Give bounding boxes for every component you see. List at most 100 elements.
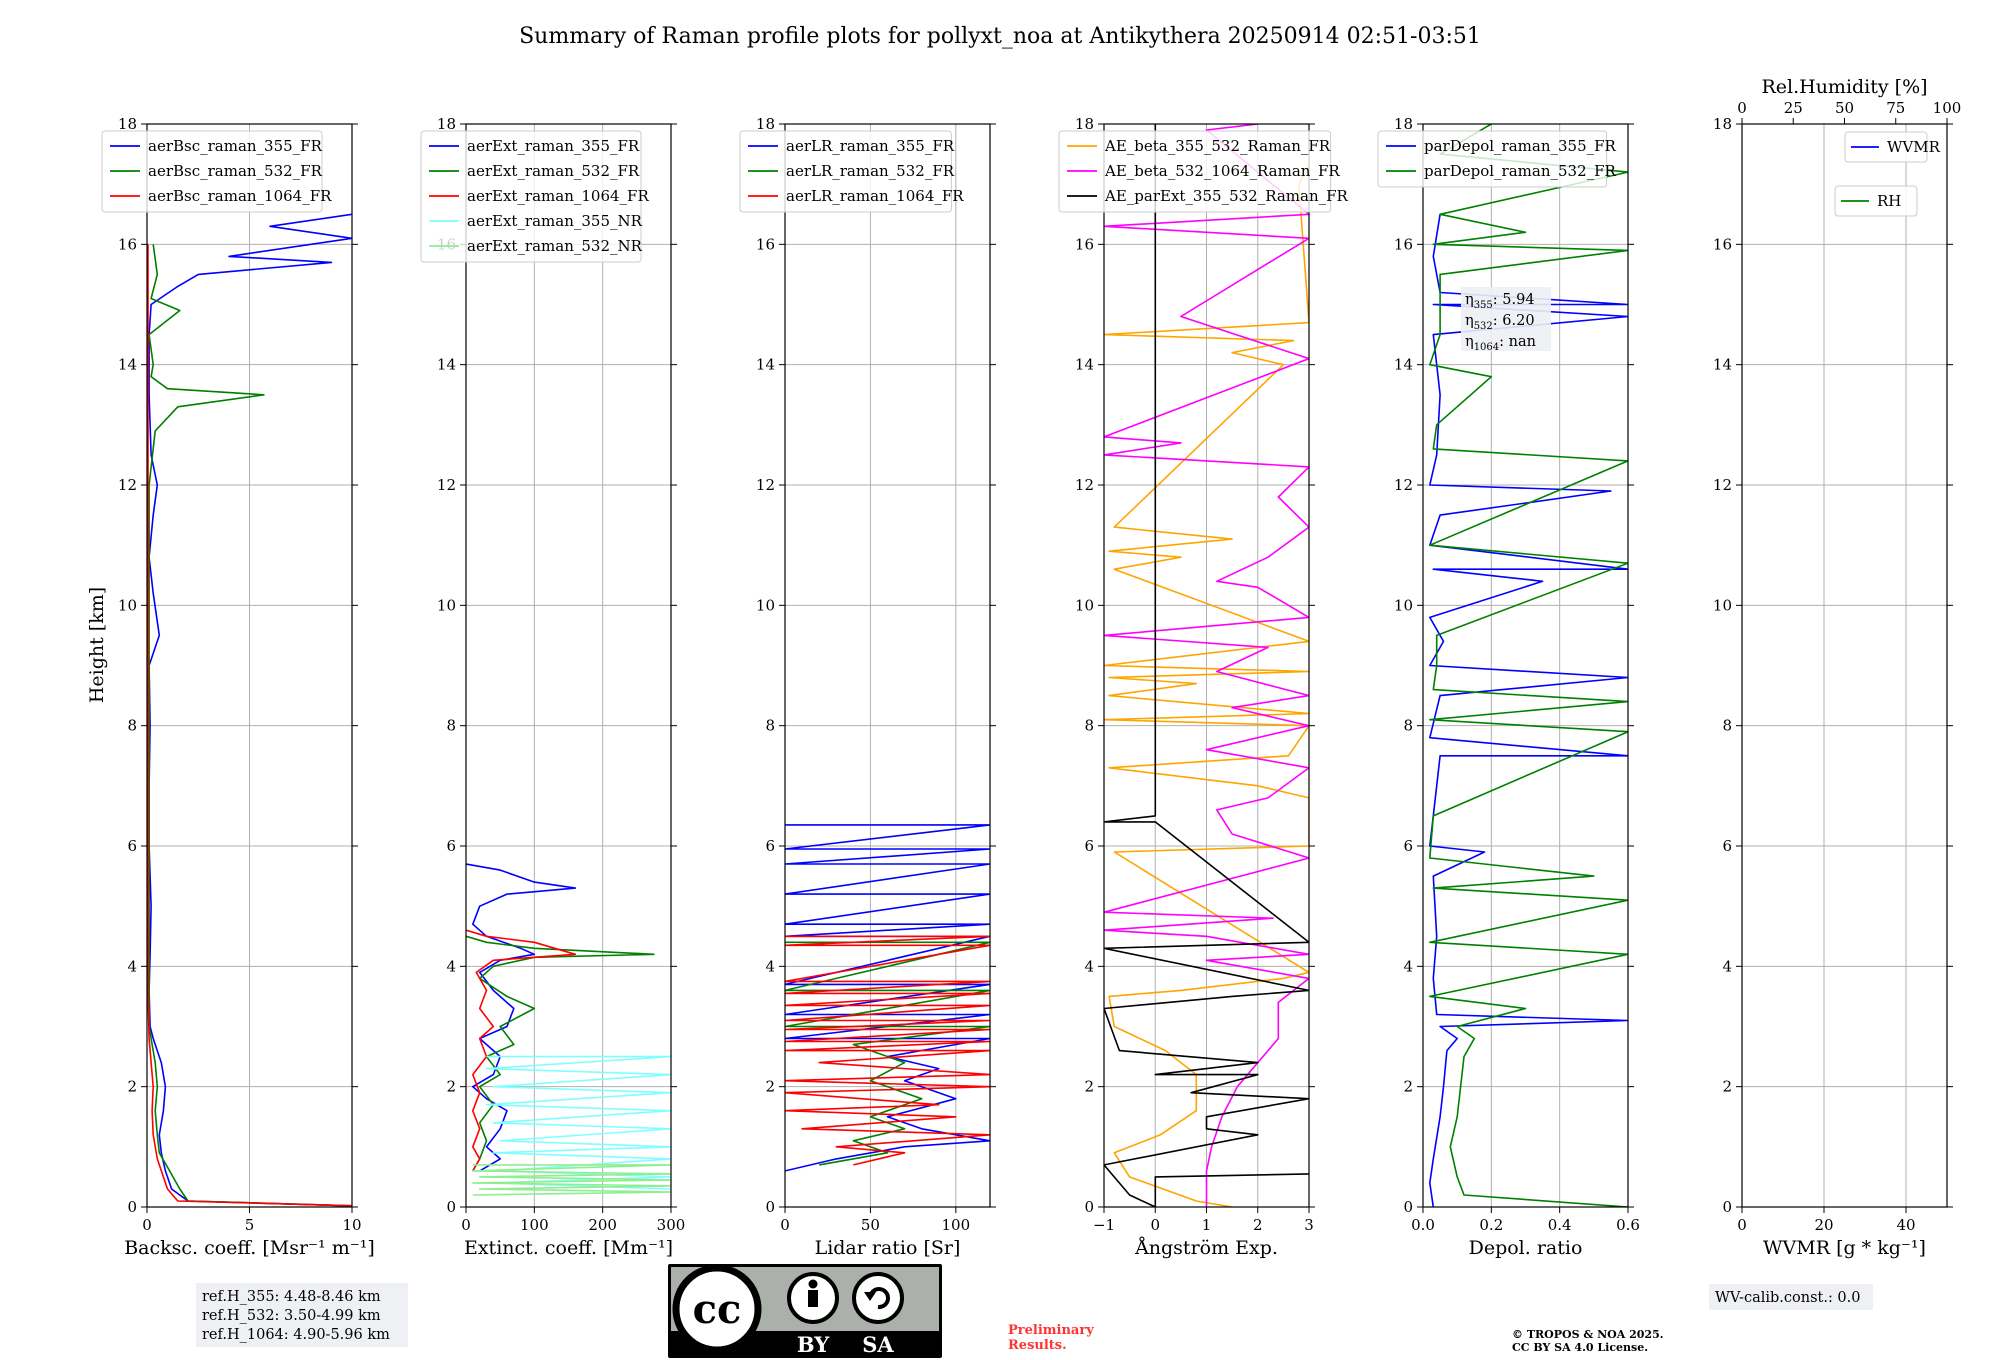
copyright-line1: © TROPOS & NOA 2025. (1512, 1328, 1664, 1341)
attribution-head (808, 1279, 818, 1289)
legend-box (1834, 185, 1918, 217)
xtick-label-0.6: 0.6 (1616, 1216, 1640, 1234)
wv-calib-text: WV-calib.const.: 0.0 (1715, 1290, 1861, 1306)
ytick-label-16: 16 (1075, 235, 1094, 253)
eta-annotation-box: η355: 5.94 η532: 6.20 η1064: nan (1461, 287, 1551, 353)
ytick-label-16: 16 (1394, 235, 1413, 253)
series-line-aerBsc_raman_355_FR (148, 213, 352, 1207)
legend-extinction: aerExt_raman_355_FR aerExt_raman_532_FRae… (420, 130, 649, 263)
legend-label-AE_parExt_355_532_Raman_FR: AE_parExt_355_532_Raman_FR (1104, 187, 1349, 205)
eta-annotation-532: η532: 6.20 (1465, 313, 1535, 332)
top-tick-label-25: 25 (1784, 99, 1803, 117)
ytick-label-0: 0 (446, 1198, 456, 1216)
legend-box (420, 130, 642, 263)
legend-label-aerExt_raman_355_NR: aerExt_raman_355_NR (467, 212, 643, 230)
legend-label-AE_beta_355_532_Raman_FR: AE_beta_355_532_Raman_FR (1104, 137, 1331, 155)
series-line-aerLR_raman_355_FR (785, 824, 990, 1172)
ytick-label-10: 10 (1075, 596, 1094, 614)
ytick-label-2: 2 (1084, 1078, 1094, 1096)
axes-frame-extinction (465, 123, 672, 1208)
xtick-label-1: 1 (1202, 1216, 1212, 1234)
xtick-label-100: 100 (942, 1216, 971, 1234)
xtick-label-2: 2 (1253, 1216, 1263, 1234)
preliminary-note-line1: Preliminary (1008, 1323, 1094, 1338)
legend-label-AE_beta_532_1064_Raman_FR: AE_beta_532_1064_Raman_FR (1104, 162, 1340, 180)
xaxis-label-lidar-ratio: Lidar ratio [Sr] (815, 1237, 961, 1259)
ytick-label-10: 10 (437, 596, 456, 614)
xtick-label-0: 0 (780, 1216, 790, 1234)
xtick-label-100: 100 (520, 1216, 549, 1234)
ytick-label-12: 12 (437, 476, 456, 494)
ytick-label-6: 6 (1084, 837, 1094, 855)
xtick-label-0.2: 0.2 (1479, 1216, 1503, 1234)
panel-wvmr: 0 2 4 6 8 10 12 14 16 18 0 20 40 WVMR [g * kg⁻¹] 0 25 50… (1713, 76, 1961, 1259)
ytick-label-8: 8 (1403, 717, 1413, 735)
series-line-AE_beta_532_1064_Raman_FR (1104, 124, 1309, 1207)
eta-annotation-355: η355: 5.94 (1465, 292, 1535, 311)
ytick-label-12: 12 (118, 476, 137, 494)
series-line-parDepol_raman_355_FR (1429, 214, 1628, 1207)
ytick-label-10: 10 (118, 596, 137, 614)
eta-box-bg (1461, 287, 1551, 351)
xtick-label-0: 0.0 (1411, 1216, 1435, 1234)
cc-license-badge: cc BY SA (668, 1264, 942, 1358)
ytick-label-4: 4 (127, 957, 137, 975)
ytick-label-12: 12 (1713, 476, 1732, 494)
ytick-label-18: 18 (118, 115, 137, 133)
ytick-label-18: 18 (1075, 115, 1094, 133)
xaxis-label-extinction: Extinct. coeff. [Mm⁻¹] (464, 1237, 673, 1259)
ytick-label-2: 2 (127, 1078, 137, 1096)
series-line-aerExt_raman_532_NR (472, 1164, 671, 1196)
grid-extinction (465, 123, 672, 1208)
ytick-label-0: 0 (1403, 1198, 1413, 1216)
ytick-label-12: 12 (1075, 476, 1094, 494)
legend-box (101, 130, 323, 213)
grid-angstrom (1103, 123, 1310, 1208)
ytick-label-0: 0 (1084, 1198, 1094, 1216)
copyright-line2: CC BY SA 4.0 License. (1512, 1341, 1648, 1354)
legend-box (1844, 131, 1928, 163)
grid-wvmr (1741, 123, 1947, 1208)
ytick-label-2: 2 (446, 1078, 456, 1096)
xaxis-label-depol: Depol. ratio (1469, 1237, 1583, 1259)
legend-WVMR: WVMR (1844, 131, 1941, 163)
ytick-label-4: 4 (1403, 957, 1413, 975)
ytick-label-2: 2 (1722, 1078, 1732, 1096)
legend-angstrom: AE_beta_355_532_Raman_FR AE_beta_532_1064… (1058, 130, 1349, 213)
legend-label-RH: RH (1877, 192, 1901, 210)
sa-label: SA (862, 1332, 894, 1357)
legend-label-aerBsc_raman_355_FR: aerBsc_raman_355_FR (148, 137, 323, 155)
legend-label-aerLR_raman_532_FR: aerLR_raman_532_FR (786, 162, 955, 180)
xtick-label-0.4: 0.4 (1548, 1216, 1572, 1234)
legend-box (1058, 130, 1332, 213)
ytick-label-2: 2 (1403, 1078, 1413, 1096)
ytick-label-8: 8 (446, 717, 456, 735)
ytick-label-12: 12 (1394, 476, 1413, 494)
ytick-label-4: 4 (1722, 957, 1732, 975)
legend-label-aerExt_raman_532_NR: aerExt_raman_532_NR (467, 237, 643, 255)
xtick-label-0: 0 (461, 1216, 471, 1234)
legend-backscatter: aerBsc_raman_355_FR aerBsc_raman_532_FRae… (101, 130, 332, 213)
wv-calib-box: WV-calib.const.: 0.0 (1709, 1284, 1873, 1310)
ytick-label-14: 14 (1713, 356, 1732, 374)
ytick-label-8: 8 (765, 717, 775, 735)
series-group-backscatter (147, 213, 352, 1207)
top-tick-label-75: 75 (1886, 99, 1905, 117)
ytick-label-0: 0 (1722, 1198, 1732, 1216)
cc-logo-text: cc (693, 1286, 742, 1333)
legend-depol: parDepol_raman_355_FR parDepol_raman_532_… (1377, 130, 1617, 188)
top-axis-label: Rel.Humidity [%] (1761, 76, 1927, 98)
ytick-label-14: 14 (1394, 356, 1413, 374)
series-line-aerBsc_raman_532_FR (148, 244, 352, 1207)
xtick-label-3: 3 (1304, 1216, 1314, 1234)
xtick-label-0: 0 (1737, 1216, 1747, 1234)
ytick-label-14: 14 (1075, 356, 1094, 374)
series-line-aerExt_raman_1064_FR (466, 929, 577, 1172)
series-group-angstrom (1104, 124, 1309, 1207)
share-alike-arrowhead (864, 1292, 876, 1301)
legend-box (739, 130, 952, 213)
panel-backscatter: 0 2 4 6 8 10 12 14 16 18 0 5 10 Backsc. coeff. [Msr⁻¹… (101, 115, 375, 1259)
legend-box (1377, 130, 1608, 188)
series-group-depol (1429, 124, 1628, 1207)
